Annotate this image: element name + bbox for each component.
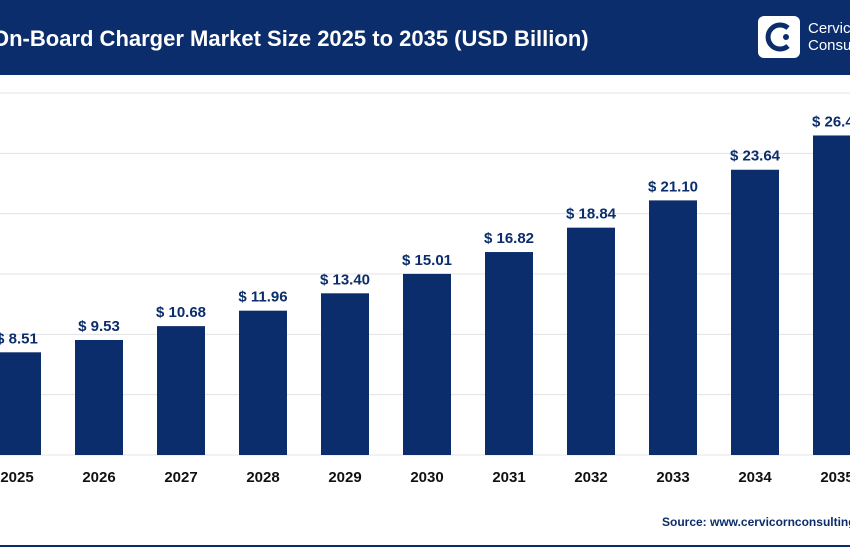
value-label: $ 16.82 (484, 230, 534, 247)
bar (649, 200, 697, 455)
header-band (0, 0, 850, 75)
bar (731, 169, 779, 455)
x-tick-label: 2031 (492, 469, 525, 486)
x-tick-label: 2035 (820, 469, 850, 486)
bar (321, 293, 369, 455)
bar (0, 352, 41, 455)
bar (75, 340, 123, 455)
value-label: $ 26.48 (812, 113, 850, 130)
value-label: $ 13.40 (320, 271, 370, 288)
logo-mark (765, 22, 790, 52)
x-tick-label: 2030 (410, 469, 443, 486)
x-tick-label: 2033 (656, 469, 689, 486)
bar (813, 135, 850, 455)
bar (567, 227, 615, 455)
value-label: $ 9.53 (78, 318, 120, 335)
logo-dot (783, 34, 789, 40)
x-tick-label: 2034 (738, 469, 772, 486)
value-label: $ 8.51 (0, 330, 38, 347)
value-label: $ 18.84 (566, 206, 617, 223)
value-label: $ 21.10 (648, 178, 698, 195)
x-tick-label: 2032 (574, 469, 607, 486)
x-tick-label: 2029 (328, 469, 361, 486)
brand-line: Consulting (808, 37, 850, 54)
x-tick-label: 2027 (164, 469, 197, 486)
source: Source: www.cervicornconsulting.com (662, 515, 850, 529)
x-tick-label: 2025 (0, 469, 33, 486)
bar (239, 310, 287, 455)
bar (485, 252, 533, 455)
value-label: $ 10.68 (156, 304, 206, 321)
logo-icon (758, 16, 800, 58)
value-label: $ 23.64 (730, 148, 781, 165)
value-label: $ 15.01 (402, 252, 452, 269)
x-tick-label: 2026 (82, 469, 115, 486)
chart-title: On-Board Charger Market Size 2025 to 203… (0, 26, 589, 51)
value-label: $ 11.96 (238, 289, 287, 306)
x-tick-label: 2028 (246, 469, 279, 486)
bar (157, 326, 205, 455)
bar (403, 273, 451, 455)
brand-line: Cervicorn (808, 20, 850, 37)
